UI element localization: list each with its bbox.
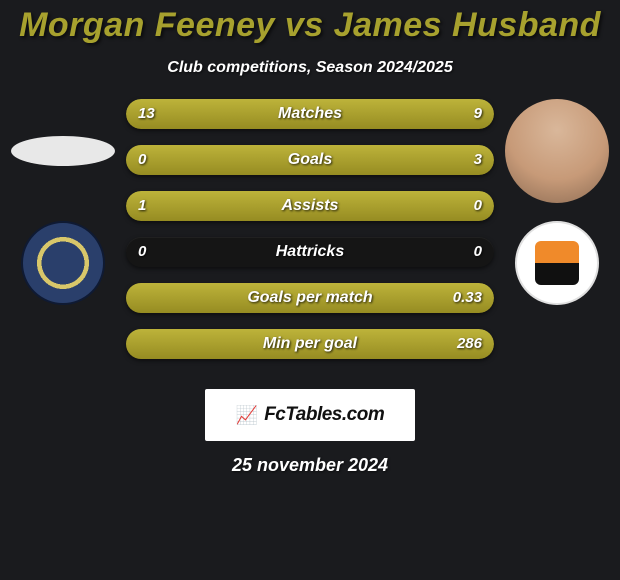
bar-value-right: 0.33 [453,283,482,313]
bar-label: Goals per match [126,283,494,313]
bar-value-right: 0 [474,191,482,221]
bar-label: Matches [126,99,494,129]
stat-bar: 0Hattricks0 [126,237,494,267]
date-label: 25 november 2024 [0,455,620,476]
comparison-card: Morgan Feeney vs James Husband Club comp… [0,0,620,476]
stat-bars: 13Matches90Goals31Assists00Hattricks0Goa… [120,99,500,375]
stat-bar: 1Assists0 [126,191,494,221]
stat-bar: Goals per match0.33 [126,283,494,313]
player-left-avatar [11,99,115,203]
club-right-badge [515,221,599,305]
stat-bar: 0Goals3 [126,145,494,175]
chart-icon: 📈 [236,405,258,426]
watermark-text: FcTables.com [264,404,384,426]
bar-label: Goals [126,145,494,175]
bar-value-right: 0 [474,237,482,267]
bar-label: Assists [126,191,494,221]
subtitle: Club competitions, Season 2024/2025 [0,59,620,77]
stat-bar: 13Matches9 [126,99,494,129]
right-column [500,99,620,375]
left-column [0,99,120,375]
page-title: Morgan Feeney vs James Husband [0,6,620,45]
player-right-avatar [505,99,609,203]
bar-value-right: 3 [474,145,482,175]
bar-label: Min per goal [126,329,494,359]
avatar-placeholder-icon [11,136,115,166]
watermark: 📈 FcTables.com [205,389,415,441]
bar-value-right: 9 [474,99,482,129]
bar-value-right: 286 [457,329,482,359]
bar-label: Hattricks [126,237,494,267]
club-left-badge [21,221,105,305]
club-right-badge-inner [535,241,579,285]
layout: 13Matches90Goals31Assists00Hattricks0Goa… [0,99,620,375]
stat-bar: Min per goal286 [126,329,494,359]
